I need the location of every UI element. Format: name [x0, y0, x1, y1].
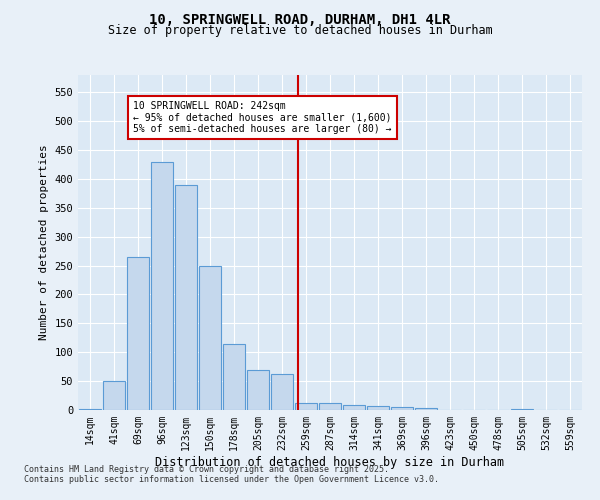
Bar: [367, 406, 389, 410]
Bar: [199, 266, 221, 410]
Bar: [247, 370, 269, 410]
Bar: [271, 374, 293, 410]
X-axis label: Distribution of detached houses by size in Durham: Distribution of detached houses by size …: [155, 456, 505, 468]
Bar: [79, 409, 101, 410]
Text: 10, SPRINGWELL ROAD, DURHAM, DH1 4LR: 10, SPRINGWELL ROAD, DURHAM, DH1 4LR: [149, 12, 451, 26]
Y-axis label: Number of detached properties: Number of detached properties: [39, 144, 49, 340]
Bar: [103, 381, 125, 410]
Bar: [391, 406, 413, 410]
Text: Contains public sector information licensed under the Open Government Licence v3: Contains public sector information licen…: [24, 476, 439, 484]
Text: 10 SPRINGWELL ROAD: 242sqm
← 95% of detached houses are smaller (1,600)
5% of se: 10 SPRINGWELL ROAD: 242sqm ← 95% of deta…: [133, 101, 392, 134]
Bar: [343, 406, 365, 410]
Text: Size of property relative to detached houses in Durham: Size of property relative to detached ho…: [107, 24, 493, 37]
Bar: [151, 162, 173, 410]
Text: Contains HM Land Registry data © Crown copyright and database right 2025.: Contains HM Land Registry data © Crown c…: [24, 466, 389, 474]
Bar: [319, 403, 341, 410]
Bar: [223, 344, 245, 410]
Bar: [127, 257, 149, 410]
Bar: [415, 408, 437, 410]
Bar: [175, 184, 197, 410]
Bar: [295, 403, 317, 410]
